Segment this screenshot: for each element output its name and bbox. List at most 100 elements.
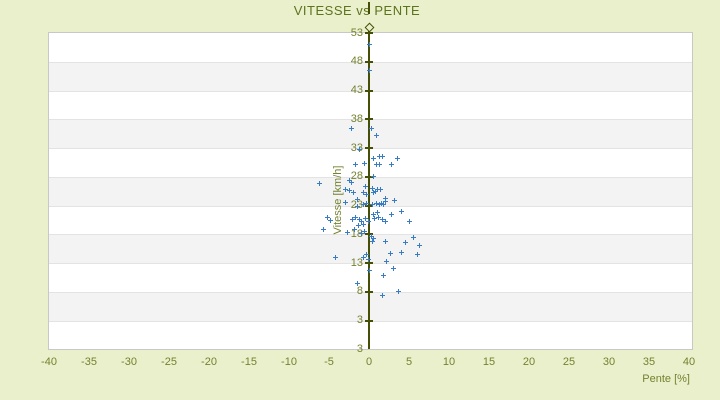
grid-band bbox=[49, 320, 692, 349]
data-point bbox=[344, 230, 350, 236]
grid-band bbox=[49, 148, 692, 177]
data-point bbox=[372, 189, 378, 195]
grid-band bbox=[49, 263, 692, 292]
data-point bbox=[382, 198, 388, 204]
y-axis-tick bbox=[365, 89, 373, 92]
y-axis-tick bbox=[365, 290, 373, 293]
data-point bbox=[376, 214, 382, 220]
data-point bbox=[402, 239, 408, 245]
data-point bbox=[359, 219, 365, 225]
data-point bbox=[388, 162, 394, 168]
x-tick-label: -10 bbox=[281, 356, 297, 368]
y-tick-label: 8 bbox=[356, 285, 363, 298]
data-point bbox=[351, 189, 357, 195]
y-tick-label: 43 bbox=[350, 84, 363, 96]
grid-band bbox=[49, 61, 692, 91]
chart-title: VITESSE vs PENTE bbox=[293, 3, 421, 18]
data-point bbox=[342, 187, 348, 193]
data-point bbox=[376, 154, 382, 160]
data-point bbox=[355, 280, 361, 286]
data-point bbox=[346, 188, 352, 194]
grid-band bbox=[49, 33, 692, 62]
data-point bbox=[361, 228, 367, 234]
data-point bbox=[332, 255, 338, 261]
x-tick-label: 35 bbox=[642, 356, 656, 368]
data-point bbox=[316, 181, 322, 187]
data-point bbox=[346, 178, 352, 184]
data-point bbox=[380, 153, 386, 159]
y-tick-label: 3 bbox=[356, 314, 363, 326]
y-tick-label: 48 bbox=[350, 55, 363, 68]
y-axis-tick bbox=[365, 233, 373, 236]
x-tick-label: 30 bbox=[602, 356, 616, 368]
data-point bbox=[352, 214, 358, 220]
y-tick-label: 3 bbox=[356, 342, 363, 355]
data-point bbox=[356, 223, 362, 229]
y-axis-tick bbox=[365, 262, 373, 264]
x-tick-label: -5 bbox=[324, 356, 334, 368]
data-point bbox=[376, 161, 382, 167]
grid-band bbox=[49, 234, 692, 263]
y-tick-label: 53 bbox=[350, 26, 363, 39]
y-tick-label: 23 bbox=[350, 199, 363, 211]
y-axis-tick bbox=[365, 319, 373, 322]
data-point bbox=[373, 201, 379, 207]
data-point bbox=[365, 257, 371, 263]
plot-area bbox=[48, 32, 693, 350]
x-tick-label: 5 bbox=[405, 356, 413, 368]
data-point bbox=[383, 219, 389, 225]
data-point bbox=[366, 267, 372, 273]
data-point bbox=[370, 185, 376, 191]
data-point bbox=[369, 202, 375, 208]
data-point bbox=[377, 187, 383, 193]
x-tick-label: 0 bbox=[365, 356, 373, 368]
y-tick-label: 13 bbox=[350, 256, 363, 269]
y-tick-label: 28 bbox=[350, 170, 363, 183]
data-point bbox=[382, 238, 388, 244]
x-tick-label: -30 bbox=[121, 356, 137, 368]
data-point bbox=[370, 156, 376, 162]
data-point bbox=[416, 242, 422, 248]
y-axis-tick bbox=[365, 175, 373, 178]
data-point bbox=[320, 227, 326, 233]
data-point bbox=[388, 211, 394, 217]
data-point bbox=[380, 216, 386, 222]
data-point bbox=[394, 155, 400, 161]
data-point bbox=[366, 42, 372, 47]
data-point bbox=[372, 216, 378, 222]
data-point bbox=[362, 216, 368, 222]
grid-band bbox=[49, 119, 692, 148]
data-point bbox=[384, 259, 390, 265]
y-tick-label: 33 bbox=[350, 141, 363, 154]
data-point bbox=[399, 249, 405, 255]
x-tick-label: -35 bbox=[81, 356, 97, 368]
y-axis-tick bbox=[365, 204, 373, 207]
data-point bbox=[364, 201, 370, 207]
y-axis-tick bbox=[365, 147, 373, 149]
data-point bbox=[373, 162, 379, 168]
data-point bbox=[370, 190, 376, 196]
data-point bbox=[352, 227, 358, 233]
data-point bbox=[411, 235, 417, 241]
x-axis-title: Pente [%] bbox=[642, 373, 690, 385]
data-point bbox=[324, 214, 330, 220]
y-tick-label: 18 bbox=[350, 227, 363, 240]
data-point bbox=[396, 289, 402, 295]
data-point bbox=[370, 174, 376, 180]
data-point bbox=[361, 161, 367, 167]
data-point bbox=[368, 234, 374, 240]
data-point bbox=[380, 273, 386, 279]
data-point bbox=[356, 216, 362, 222]
data-point bbox=[392, 198, 398, 204]
data-point bbox=[415, 251, 421, 257]
y-tick-label: 38 bbox=[350, 112, 363, 125]
data-point bbox=[371, 236, 377, 242]
data-point bbox=[360, 201, 366, 207]
data-point bbox=[358, 230, 364, 236]
grid-band bbox=[49, 205, 692, 235]
y-axis-tick bbox=[365, 118, 373, 121]
grid-band bbox=[49, 90, 692, 120]
data-point bbox=[399, 209, 405, 215]
data-point bbox=[355, 203, 361, 209]
x-tick-label: 25 bbox=[562, 356, 576, 368]
